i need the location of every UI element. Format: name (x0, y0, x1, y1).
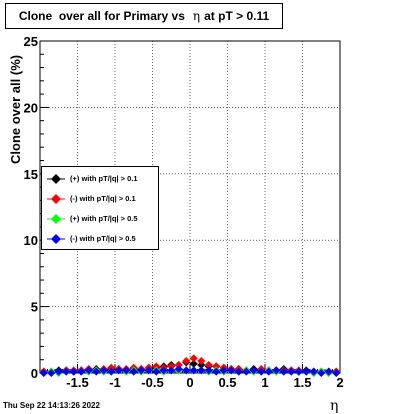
x-tick-label-7: 2 (336, 375, 343, 390)
series-3-point-10 (114, 366, 123, 375)
y-axis-label: Clone over all (%) (8, 54, 23, 164)
legend-entry-0: (+) with pT/|q| > 0.1 (42, 170, 158, 188)
x-axis-label: η (330, 398, 339, 414)
x-tick-label-1: -1 (109, 375, 121, 390)
series-0-point-20 (189, 359, 198, 368)
series-3-point-9 (107, 367, 116, 376)
y-tick-label-3: 15 (24, 167, 38, 182)
series-3-point-12 (129, 367, 138, 376)
title-prefix: Clone over all for Primary vs (18, 9, 185, 23)
y-tick-label-0: 0 (31, 366, 38, 381)
series-3-point-30 (264, 367, 273, 376)
x-tick-label-6: 1.5 (293, 375, 311, 390)
series-3-point-37 (317, 369, 326, 377)
series-3-point-3 (62, 367, 71, 376)
series-3 (39, 365, 341, 377)
series-3-point-29 (257, 367, 266, 376)
series-3-point-36 (309, 367, 318, 376)
series-3-point-11 (122, 366, 131, 375)
timestamp: Thu Sep 22 14:13:26 2022 (3, 401, 100, 410)
legend-label-0: (+) with pT/|q| > 0.1 (70, 174, 138, 183)
legend-marker-0 (47, 174, 65, 184)
series-3-point-2 (54, 367, 63, 376)
x-tick-label-2: -0.5 (141, 375, 163, 390)
series-3-point-17 (167, 366, 176, 375)
series-3-point-13 (137, 366, 146, 375)
series-3-point-0 (39, 369, 48, 377)
series-3-point-34 (294, 367, 303, 376)
series-3-point-15 (152, 367, 161, 376)
series-3-point-32 (279, 367, 288, 376)
title-suffix: at pT > 0.11 (204, 9, 270, 23)
series-3-point-21 (197, 366, 206, 375)
y-tick-label-4: 20 (24, 100, 38, 115)
x-tick-label-4: 0.5 (218, 375, 236, 390)
series-3-point-33 (287, 367, 296, 376)
series-1-point-20 (189, 354, 198, 363)
series-3-point-14 (144, 366, 153, 375)
series-1-point-22 (204, 361, 213, 370)
series-1-point-21 (197, 357, 206, 366)
legend-label-3: (-) with pT/|q| > 0.5 (70, 234, 136, 243)
series-3-point-1 (47, 369, 56, 377)
series-3-point-23 (212, 367, 221, 376)
series-3-point-7 (92, 367, 101, 376)
x-tick-label-0: -1.5 (66, 375, 88, 390)
series-3-point-38 (324, 367, 333, 376)
data-marks (39, 354, 341, 377)
series-3-point-28 (249, 366, 258, 375)
legend-marker-2 (47, 214, 65, 224)
series-3-point-5 (77, 367, 86, 376)
series-3-point-31 (272, 366, 281, 375)
legend: (+) with pT/|q| > 0.1 (-) with pT/|q| > 0… (41, 166, 159, 250)
legend-entry-3: (-) with pT/|q| > 0.5 (42, 230, 158, 248)
legend-marker-3 (47, 234, 65, 244)
series-3-point-18 (174, 365, 183, 374)
series-1-point-19 (182, 357, 191, 366)
series-3-point-6 (84, 366, 93, 375)
y-tick-label-2: 10 (24, 233, 38, 248)
series-3-point-39 (332, 369, 341, 377)
legend-entry-1: (-) with pT/|q| > 0.1 (42, 190, 158, 208)
series-3-point-35 (302, 367, 311, 376)
series-3-point-8 (99, 366, 108, 375)
series-3-point-25 (227, 366, 236, 375)
series-3-point-19 (182, 366, 191, 375)
axis-ticks (39, 40, 341, 374)
legend-label-2: (+) with pT/|q| > 0.5 (70, 214, 138, 223)
legend-marker-1 (47, 194, 65, 204)
y-tick-label-1: 5 (31, 300, 38, 315)
series-3-point-16 (159, 366, 168, 375)
x-tick-label-3: 0 (186, 375, 193, 390)
series-3-point-24 (219, 366, 228, 375)
x-tick-label-5: 1 (261, 375, 268, 390)
legend-label-1: (-) with pT/|q| > 0.1 (70, 194, 136, 203)
y-tick-label-5: 25 (24, 34, 38, 49)
series-3-point-20 (189, 366, 198, 375)
title-eta-symbol: η (192, 9, 201, 23)
series-3-point-26 (234, 367, 243, 376)
series-3-point-4 (69, 367, 78, 376)
legend-entry-2: (+) with pT/|q| > 0.5 (42, 210, 158, 228)
series-3-point-22 (204, 366, 213, 375)
chart-title: Clone over all for Primary vs η at pT > … (5, 3, 283, 29)
series-3-point-27 (242, 367, 251, 376)
